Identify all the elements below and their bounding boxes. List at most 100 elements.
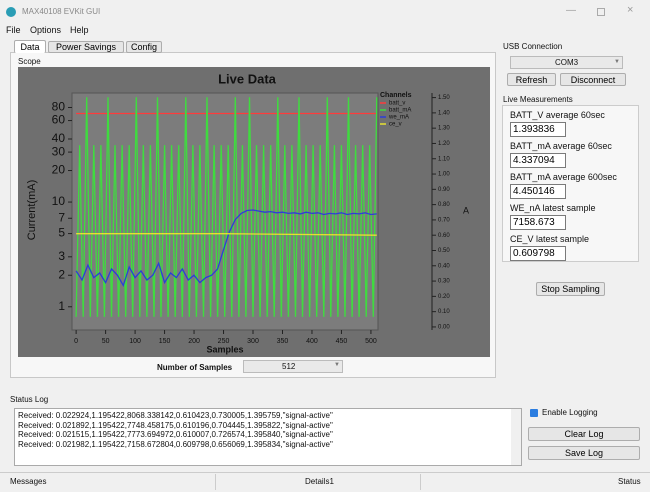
x-tick-label: 500 [365, 338, 377, 345]
window-title: MAX40108 EVKit GUI [22, 7, 101, 16]
usb-label: USB Connection [503, 42, 563, 51]
measurement-value: 7158.673 [510, 215, 566, 230]
legend-label: ce_v [389, 122, 402, 128]
measurement-value: 0.609798 [510, 246, 566, 261]
y2-tick-label: 0.80 [438, 202, 450, 208]
scrollbar[interactable] [511, 409, 521, 465]
x-tick-label: 300 [247, 338, 259, 345]
y2-tick-label: 0.10 [438, 309, 450, 315]
status-status: Status [618, 477, 641, 486]
y-tick-label: 5 [58, 226, 65, 240]
measurement-value: 4.450146 [510, 184, 566, 199]
y-axis-label: Current(mA) [26, 180, 38, 241]
x-tick-label: 50 [102, 338, 110, 345]
dropdown-arrow: ▼ [334, 362, 340, 368]
x-tick-label: 200 [188, 338, 200, 345]
y-tick-label: 40 [52, 131, 66, 145]
dropdown-arrow: ▼ [614, 59, 620, 65]
measurement-name: WE_nA latest sample [510, 203, 596, 213]
y-tick-label: 10 [52, 194, 66, 208]
divider [215, 474, 216, 490]
refresh-button[interactable]: Refresh [507, 73, 556, 86]
y2-tick-label: 0.50 [438, 248, 450, 254]
y2-tick-label: 1.10 [438, 156, 450, 162]
log-line: Received: 0.021515,1.195422,7773.694972,… [18, 430, 333, 439]
status-messages: Messages [10, 477, 47, 486]
clear-log-button[interactable]: Clear Log [528, 427, 640, 441]
x-tick-label: 450 [336, 338, 348, 345]
y2-tick-label: 1.40 [438, 110, 450, 116]
chart: Live Data Current(mA) Samples A Channels… [18, 67, 490, 357]
y-tick-label: 2 [58, 267, 65, 281]
status-details: Details1 [305, 477, 334, 486]
y2-tick-label: 1.00 [438, 172, 450, 178]
x-axis-label: Samples [206, 344, 243, 354]
x-tick-label: 0 [74, 338, 78, 345]
x-tick-label: 150 [159, 338, 171, 345]
y2-tick-label: 1.30 [438, 126, 450, 132]
port-value: COM3 [555, 58, 579, 67]
measurement-name: BATT_mA average 600sec [510, 172, 617, 182]
legend-label: we_mA [388, 115, 409, 121]
menu-item[interactable]: Options [30, 25, 62, 35]
samples-dropdown[interactable]: 512 ▼ [243, 360, 343, 373]
series-line [75, 209, 377, 287]
y-tick-label: 60 [52, 113, 66, 127]
measurement-value: 1.393836 [510, 122, 566, 137]
y-tick-label: 20 [52, 163, 66, 177]
y-tick-label: 30 [52, 144, 66, 158]
tab[interactable]: Config [126, 41, 162, 53]
series-line [76, 233, 377, 236]
y2-tick-label: 0.40 [438, 263, 450, 269]
y-tick-label: 1 [58, 299, 65, 313]
measurement-name: CE_V latest sample [510, 234, 590, 244]
y2-tick-label: 1.20 [438, 141, 450, 147]
y-tick-label: 7 [58, 210, 65, 224]
log-textbox[interactable] [14, 408, 522, 466]
y2-tick-label: 0.60 [438, 233, 450, 239]
measurement-name: BATT_V average 60sec [510, 110, 605, 120]
save-log-button[interactable]: Save Log [528, 446, 640, 460]
y-tick-label: 80 [52, 100, 66, 114]
y2-axis-label: A [463, 205, 469, 215]
menu-item[interactable]: File [6, 25, 21, 35]
log-label: Status Log [10, 395, 49, 404]
y2-tick-label: 1.50 [438, 95, 450, 101]
x-tick-label: 400 [306, 338, 318, 345]
legend-label: batt_v [389, 101, 405, 107]
port-dropdown[interactable]: COM3 ▼ [510, 56, 623, 69]
x-tick-label: 100 [129, 338, 141, 345]
y-tick-label: 3 [58, 249, 65, 263]
log-line: Received: 0.022924,1.195422,8068.338142,… [18, 411, 333, 420]
samples-value: 512 [282, 362, 296, 371]
measurement-name: BATT_mA average 60sec [510, 141, 612, 151]
legend-label: batt_mA [389, 108, 411, 114]
y2-tick-label: 0.70 [438, 217, 450, 223]
y2-tick-label: 0.30 [438, 279, 450, 285]
minimize-button[interactable]: — [566, 5, 576, 16]
disconnect-button[interactable]: Disconnect [560, 73, 626, 86]
logging-checkbox[interactable] [530, 409, 538, 417]
tab[interactable]: Data [14, 40, 46, 53]
x-tick-label: 250 [218, 338, 230, 345]
y2-tick-label: 0.00 [438, 325, 450, 331]
log-line: Received: 0.021892,1.195422,7748.458175,… [18, 420, 333, 430]
chart-title: Live Data [218, 71, 277, 86]
divider [420, 474, 421, 490]
menu-item[interactable]: Help [70, 25, 89, 35]
close-button[interactable]: × [627, 4, 634, 16]
samples-label: Number of Samples [157, 363, 233, 372]
log-line: Received: 0.021982,1.195422,7158.672804,… [18, 439, 333, 449]
y2-tick-label: 0.90 [438, 187, 450, 193]
tab[interactable]: Power Savings [48, 41, 124, 53]
live-label: Live Measurements [503, 95, 573, 104]
series-line [75, 97, 378, 317]
x-tick-label: 350 [277, 338, 289, 345]
measurement-value: 4.337094 [510, 153, 566, 168]
maximize-button[interactable] [597, 8, 605, 16]
stop-button[interactable]: Stop Sampling [536, 282, 605, 296]
logging-label: Enable Logging [542, 408, 598, 417]
app-icon [6, 7, 16, 17]
legend-title: Channels [380, 92, 412, 99]
